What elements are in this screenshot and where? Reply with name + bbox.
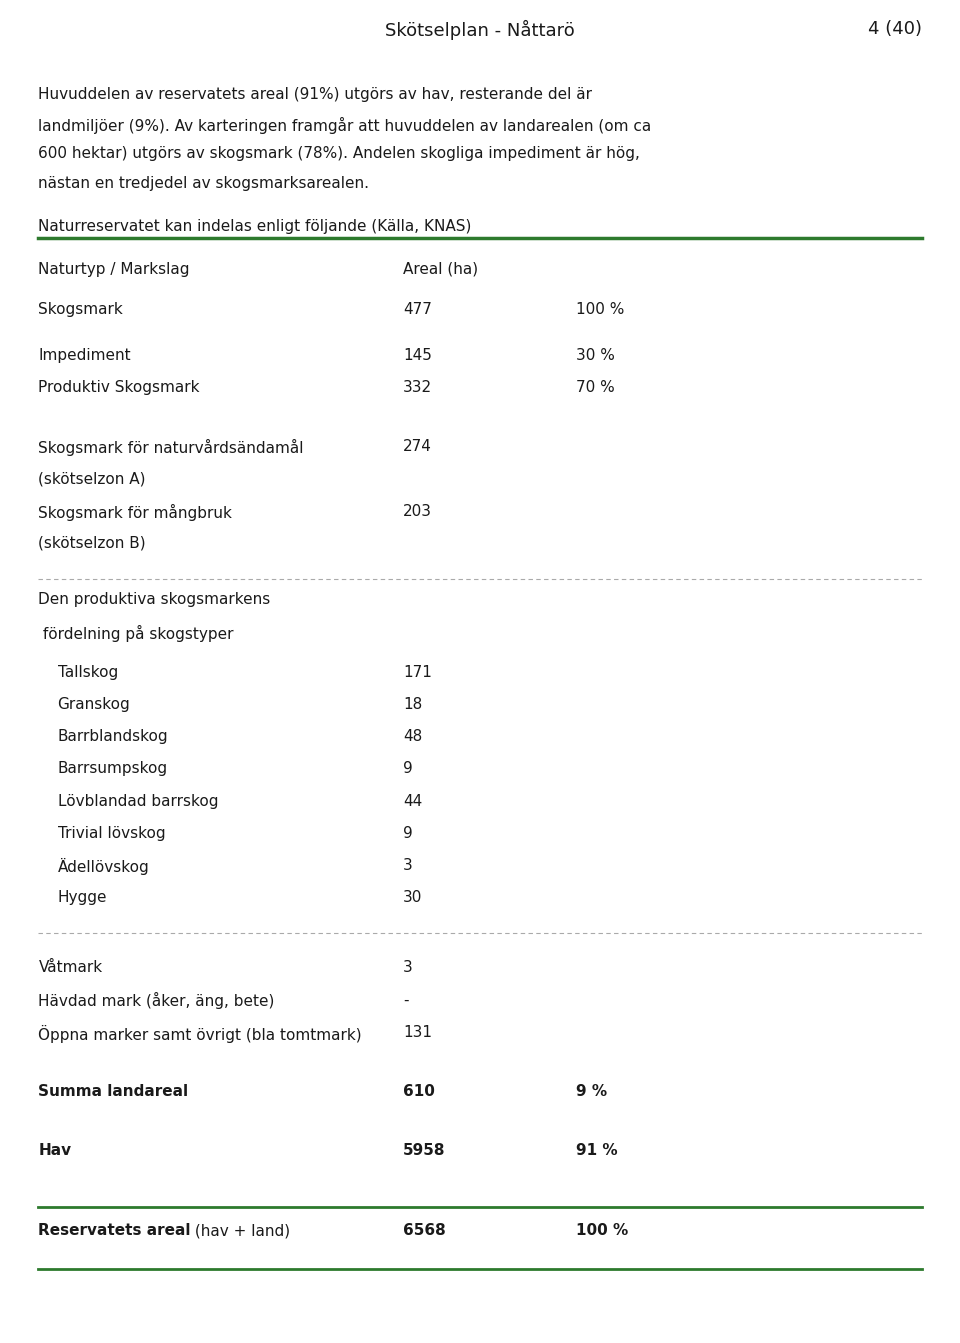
Text: 600 hektar) utgörs av skogsmark (78%). Andelen skogliga impediment är hög,: 600 hektar) utgörs av skogsmark (78%). A… (38, 146, 640, 161)
Text: Barrblandskog: Barrblandskog (58, 729, 168, 744)
Text: 3: 3 (403, 858, 413, 873)
Text: 9: 9 (403, 761, 413, 776)
Text: 477: 477 (403, 302, 432, 317)
Text: 3: 3 (403, 960, 413, 975)
Text: Skogsmark för mångbruk: Skogsmark för mångbruk (38, 504, 232, 521)
Text: 203: 203 (403, 504, 432, 518)
Text: 100 %: 100 % (576, 302, 624, 317)
Text: 9 %: 9 % (576, 1084, 607, 1099)
Text: (hav + land): (hav + land) (190, 1223, 290, 1238)
Text: fördelning på skogstyper: fördelning på skogstyper (38, 624, 234, 642)
Text: Lövblandad barrskog: Lövblandad barrskog (58, 794, 218, 808)
Text: 332: 332 (403, 380, 432, 395)
Text: Våtmark: Våtmark (38, 960, 103, 975)
Text: Impediment: Impediment (38, 348, 131, 363)
Text: 48: 48 (403, 729, 422, 744)
Text: 274: 274 (403, 439, 432, 454)
Text: 131: 131 (403, 1025, 432, 1039)
Text: 30: 30 (403, 890, 422, 905)
Text: Areal (ha): Areal (ha) (403, 262, 478, 277)
Text: 9: 9 (403, 826, 413, 841)
Text: Summa landareal: Summa landareal (38, 1084, 188, 1099)
Text: Skötselplan - Nåttarö: Skötselplan - Nåttarö (385, 20, 575, 40)
Text: 70 %: 70 % (576, 380, 614, 395)
Text: Huvuddelen av reservatets areal (91%) utgörs av hav, resterande del är: Huvuddelen av reservatets areal (91%) ut… (38, 87, 592, 102)
Text: 5958: 5958 (403, 1143, 445, 1158)
Text: Skogsmark för naturvårdsändamål: Skogsmark för naturvårdsändamål (38, 439, 304, 457)
Text: Tallskog: Tallskog (58, 665, 118, 680)
Text: 610: 610 (403, 1084, 435, 1099)
Text: Naturreservatet kan indelas enligt följande (Källa, KNAS): Naturreservatet kan indelas enligt följa… (38, 219, 471, 234)
Text: 91 %: 91 % (576, 1143, 617, 1158)
Text: 100 %: 100 % (576, 1223, 628, 1238)
Text: -: - (403, 992, 409, 1007)
Text: 30 %: 30 % (576, 348, 614, 363)
Text: Naturtyp / Markslag: Naturtyp / Markslag (38, 262, 190, 277)
Text: Granskog: Granskog (58, 697, 131, 712)
Text: 6568: 6568 (403, 1223, 446, 1238)
Text: 4 (40): 4 (40) (868, 20, 922, 38)
Text: 44: 44 (403, 794, 422, 808)
Text: Skogsmark: Skogsmark (38, 302, 123, 317)
Text: (skötselzon A): (skötselzon A) (38, 471, 146, 486)
Text: (skötselzon B): (skötselzon B) (38, 536, 146, 551)
Text: Hygge: Hygge (58, 890, 108, 905)
Text: Den produktiva skogsmarkens: Den produktiva skogsmarkens (38, 592, 271, 607)
Text: 171: 171 (403, 665, 432, 680)
Text: Barrsumpskog: Barrsumpskog (58, 761, 168, 776)
Text: Trivial lövskog: Trivial lövskog (58, 826, 165, 841)
Text: landmiljöer (9%). Av karteringen framgår att huvuddelen av landarealen (om ca: landmiljöer (9%). Av karteringen framgår… (38, 117, 652, 134)
Text: Ädellövskog: Ädellövskog (58, 858, 150, 876)
Text: nästan en tredjedel av skogsmarksarealen.: nästan en tredjedel av skogsmarksarealen… (38, 176, 370, 191)
Text: Hävdad mark (åker, äng, bete): Hävdad mark (åker, äng, bete) (38, 992, 275, 1010)
Text: Reservatets areal: Reservatets areal (38, 1223, 191, 1238)
Text: Produktiv Skogsmark: Produktiv Skogsmark (38, 380, 200, 395)
Text: 18: 18 (403, 697, 422, 712)
Text: Öppna marker samt övrigt (bla tomtmark): Öppna marker samt övrigt (bla tomtmark) (38, 1025, 362, 1042)
Text: 145: 145 (403, 348, 432, 363)
Text: Hav: Hav (38, 1143, 72, 1158)
